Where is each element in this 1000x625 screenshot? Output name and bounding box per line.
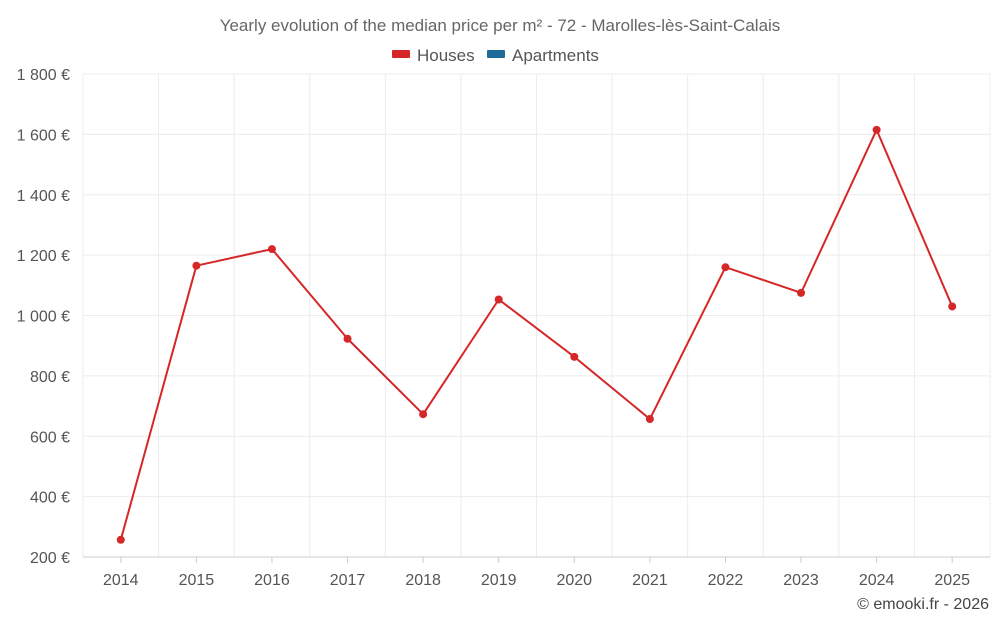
x-tick-label: 2025 <box>934 572 970 589</box>
legend: Houses Apartments <box>392 46 599 65</box>
x-tick-label: 2014 <box>103 572 139 589</box>
data-point-houses-2016[interactable] <box>267 245 276 254</box>
data-point-houses-2024[interactable] <box>872 125 881 134</box>
y-tick-label: 600 € <box>30 429 70 446</box>
data-point-houses-2020[interactable] <box>570 352 579 361</box>
y-tick-label: 1 000 € <box>17 309 70 326</box>
x-tick-label: 2017 <box>330 572 366 589</box>
y-axis-ticks: 200 € 400 € 600 € 800 € 1 000 € 1 200 € 1 400 … <box>17 67 70 567</box>
chart-title: Yearly evolution of the median price per… <box>220 16 781 35</box>
legend-item-houses[interactable]: Houses <box>392 46 475 65</box>
y-tick-label: 800 € <box>30 369 70 386</box>
x-tick-label: 2019 <box>481 572 517 589</box>
legend-label-houses: Houses <box>417 46 475 65</box>
data-point-houses-2017[interactable] <box>343 334 352 343</box>
data-point-houses-2025[interactable] <box>948 302 957 311</box>
x-tick-label: 2023 <box>783 572 819 589</box>
y-tick-label: 1 400 € <box>17 188 70 205</box>
y-tick-label: 1 200 € <box>17 248 70 265</box>
data-point-houses-2018[interactable] <box>419 410 428 419</box>
series-houses <box>116 125 957 544</box>
data-point-houses-2019[interactable] <box>494 295 503 304</box>
y-tick-label: 1 800 € <box>17 67 70 84</box>
y-tick-label: 200 € <box>30 550 70 567</box>
x-tick-label: 2016 <box>254 572 290 589</box>
x-gridlines <box>82 74 991 557</box>
x-tick-label: 2024 <box>859 572 895 589</box>
x-tick-label: 2022 <box>708 572 744 589</box>
data-point-houses-2022[interactable] <box>721 263 730 272</box>
series-line-houses <box>119 128 954 541</box>
x-tick-label: 2020 <box>556 572 592 589</box>
legend-swatch-apartments <box>487 50 505 58</box>
data-point-houses-2023[interactable] <box>797 288 806 297</box>
credit-text: © emooki.fr - 2026 <box>857 596 989 613</box>
data-point-houses-2015[interactable] <box>192 261 201 270</box>
y-tick-label: 1 600 € <box>17 127 70 144</box>
y-tick-label: 400 € <box>30 490 70 507</box>
legend-item-apartments[interactable]: Apartments <box>487 46 599 65</box>
x-axis-ticks: 2014 2015 2016 2017 2018 2019 2020 2021 2022 2023… <box>103 557 970 589</box>
data-point-houses-2021[interactable] <box>645 415 654 424</box>
x-tick-label: 2021 <box>632 572 668 589</box>
data-point-houses-2014[interactable] <box>116 535 125 544</box>
legend-swatch-houses <box>392 50 410 58</box>
x-tick-label: 2015 <box>179 572 215 589</box>
legend-label-apartments: Apartments <box>512 46 599 65</box>
x-tick-label: 2018 <box>405 572 441 589</box>
